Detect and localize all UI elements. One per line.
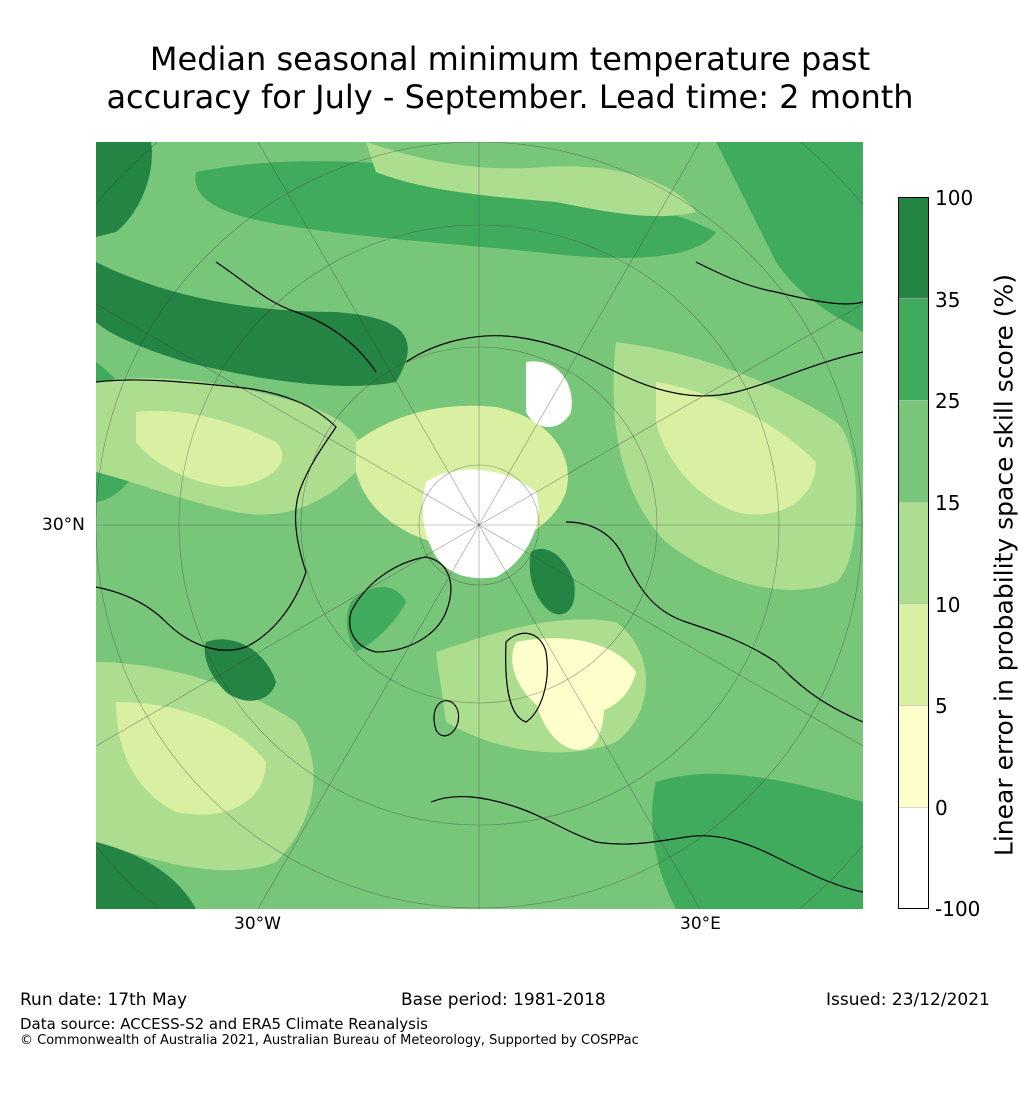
- region-mid-bottom-right: [652, 773, 863, 909]
- colorbar-bin-5: [898, 705, 929, 808]
- colorbar-bin-1: [898, 298, 929, 401]
- colorbar-bin-3: [898, 502, 929, 604]
- colorbar-tick-minus100: -100: [935, 897, 981, 921]
- colorbar-title: Linear error in probability space skill …: [989, 273, 1019, 857]
- lon-label-30e: 30°E: [680, 914, 721, 934]
- north-america-coast: [96, 379, 337, 651]
- british-isles-outline: [433, 700, 460, 737]
- region-mid-top: [195, 161, 716, 258]
- kamchatka-coast: [695, 261, 863, 305]
- copyright: © Commonwealth of Australia 2021, Austra…: [20, 1033, 639, 1048]
- greenland-outline: [349, 556, 452, 653]
- colorbar-tick-10: 10: [935, 593, 961, 617]
- region-dark-greenland-coast: [346, 587, 406, 652]
- region-pale-bottom-left: [116, 702, 266, 815]
- issued-date: Issued: 23/12/2021: [826, 990, 990, 1010]
- data-source: Data source: ACCESS-S2 and ERA5 Climate …: [20, 1015, 428, 1033]
- region-dark-hudson: [204, 639, 276, 701]
- colorbar-border: [898, 197, 929, 909]
- lat-label-30n: 30°N: [42, 515, 85, 535]
- colorbar-tick-0: 0: [935, 796, 948, 820]
- colorbar-bin-4: [898, 603, 929, 706]
- alaska-coast: [215, 261, 377, 373]
- colorbar-bin-6: [898, 807, 929, 909]
- siberia-coast: [405, 335, 863, 397]
- region-dark-svalbard-sea: [529, 548, 575, 615]
- eurasia-coast: [565, 521, 863, 723]
- skill-score-map: [96, 142, 863, 909]
- colorbar-tick-35: 35: [935, 288, 961, 312]
- region-light-top: [366, 142, 696, 217]
- colorbar-tick-100: 100: [935, 186, 974, 210]
- scandinavia-outline: [505, 632, 548, 723]
- region-mid-top-right: [716, 142, 863, 332]
- region-white-kara: [526, 361, 572, 427]
- colorbar: [898, 197, 929, 909]
- region-pale-center-left: [136, 411, 283, 487]
- region-dark-bottom-left: [96, 842, 196, 909]
- colorbar-tick-15: 15: [935, 491, 961, 515]
- base-period: Base period: 1981-2018: [401, 990, 606, 1010]
- chart-title: Median seasonal minimum temperature past…: [0, 40, 1020, 116]
- europe-coast: [430, 795, 863, 893]
- colorbar-tick-25: 25: [935, 389, 961, 413]
- region-dark-top-left: [96, 142, 152, 237]
- colorbar-bin-0: [898, 197, 929, 299]
- colorbar-tick-5: 5: [935, 694, 948, 718]
- run-date: Run date: 17th May: [20, 990, 188, 1010]
- region-pale-eurasia: [536, 642, 604, 750]
- lon-label-30w: 30°W: [234, 914, 281, 934]
- graticule: [96, 142, 863, 909]
- title-line-1: Median seasonal minimum temperature past: [149, 40, 871, 78]
- title-line-2: accuracy for July - September. Lead time…: [106, 78, 914, 116]
- colorbar-bin-2: [898, 400, 929, 503]
